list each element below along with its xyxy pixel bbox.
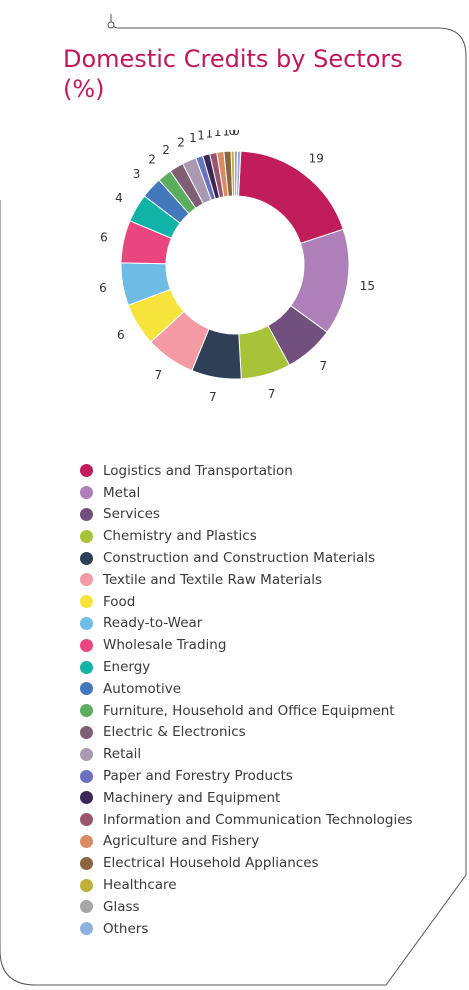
legend-item: Automotive: [80, 678, 413, 700]
donut-value-label-18: 1: [214, 130, 222, 139]
legend-item: Others: [80, 918, 413, 940]
legend-item: Services: [80, 504, 413, 526]
legend-item: Paper and Forestry Products: [80, 765, 413, 787]
chart-title-unit: (%): [63, 75, 105, 103]
legend-swatch: [80, 900, 93, 914]
donut-value-label-2: 15: [360, 279, 375, 293]
donut-value-label-6: 7: [155, 368, 163, 382]
donut-value-label-9: 6: [100, 230, 108, 244]
donut-value-label-1: 19: [309, 151, 324, 165]
legend-swatch: [80, 486, 93, 500]
legend-label: Agriculture and Fishery: [103, 833, 260, 850]
legend-swatch: [80, 922, 93, 936]
legend-label: Energy: [103, 659, 151, 676]
legend-label: Glass: [103, 898, 140, 915]
donut-value-label-10: 4: [115, 191, 123, 205]
legend-swatch: [80, 725, 93, 739]
legend-item: Electric & Electronics: [80, 722, 413, 744]
donut-value-label-12: 2: [148, 153, 156, 167]
legend-label: Electric & Electronics: [103, 724, 246, 741]
legend-swatch: [80, 747, 93, 761]
legend-label: Others: [103, 920, 149, 937]
chart-legend: Logistics and Transportation Metal Service…: [80, 460, 413, 940]
legend-label: Furniture, Household and Office Equipmen…: [103, 702, 395, 719]
legend-swatch: [80, 834, 93, 848]
legend-label: Automotive: [103, 680, 182, 697]
donut-value-label-7: 6: [117, 328, 125, 342]
legend-label: Retail: [103, 746, 142, 763]
chart-title: Domestic Credits by Sectors (%): [63, 44, 403, 104]
legend-label: Paper and Forestry Products: [103, 768, 293, 785]
legend-swatch: [80, 529, 93, 543]
donut-value-label-21: 0: [232, 130, 240, 138]
legend-swatch: [80, 616, 93, 630]
legend-item: Food: [80, 591, 413, 613]
donut-value-label-4: 7: [268, 387, 276, 401]
legend-swatch: [80, 638, 93, 652]
legend-label: Wholesale Trading: [103, 637, 227, 654]
legend-label: Textile and Textile Raw Materials: [103, 571, 323, 588]
legend-swatch: [80, 507, 93, 521]
donut-slice-22: [236, 150, 242, 197]
legend-swatch: [80, 551, 93, 565]
legend-item: Wholesale Trading: [80, 634, 413, 656]
donut-value-label-13: 2: [162, 143, 170, 157]
legend-item: Ready-to-Wear: [80, 613, 413, 635]
legend-label: Information and Communication Technologi…: [103, 811, 413, 828]
donut-value-label-3: 7: [319, 359, 327, 373]
legend-item: Textile and Textile Raw Materials: [80, 569, 413, 591]
legend-label: Metal: [103, 484, 141, 501]
legend-label: Chemistry and Plastics: [103, 528, 257, 545]
legend-item: Retail: [80, 743, 413, 765]
legend-item: Machinery and Equipment: [80, 787, 413, 809]
legend-label: Machinery and Equipment: [103, 789, 281, 806]
chart-title-main: Domestic Credits by Sectors: [63, 45, 403, 73]
donut-value-label-8: 6: [100, 281, 107, 295]
legend-label: Electrical Household Appliances: [103, 855, 319, 872]
legend-swatch: [80, 464, 93, 478]
legend-swatch: [80, 573, 93, 587]
donut-value-label-5: 7: [209, 390, 217, 404]
legend-swatch: [80, 660, 93, 674]
legend-swatch: [80, 595, 93, 609]
legend-item: Logistics and Transportation: [80, 460, 413, 482]
legend-swatch: [80, 769, 93, 783]
legend-label: Construction and Construction Materials: [103, 550, 376, 567]
donut-value-label-19: 1: [222, 130, 230, 138]
donut-value-label-11: 3: [133, 167, 141, 181]
legend-item: Healthcare: [80, 874, 413, 896]
legend-label: Logistics and Transportation: [103, 462, 293, 479]
legend-label: Services: [103, 506, 160, 523]
legend-swatch: [80, 704, 93, 718]
donut-value-label-17: 1: [206, 130, 214, 140]
legend-item: Energy: [80, 656, 413, 678]
donut-slice-1: [237, 150, 344, 245]
legend-item: Chemistry and Plastics: [80, 525, 413, 547]
legend-swatch: [80, 791, 93, 805]
legend-item: Metal: [80, 482, 413, 504]
legend-label: Ready-to-Wear: [103, 615, 203, 632]
legend-item: Construction and Construction Materials: [80, 547, 413, 569]
legend-item: Glass: [80, 896, 413, 918]
donut-value-label-16: 1: [197, 130, 205, 142]
legend-label: Healthcare: [103, 877, 177, 894]
legend-swatch: [80, 878, 93, 892]
legend-swatch: [80, 856, 93, 870]
legend-item: Information and Communication Technologi…: [80, 809, 413, 831]
legend-label: Food: [103, 593, 136, 610]
legend-swatch: [80, 682, 93, 696]
donut-value-label-15: 1: [189, 131, 197, 145]
legend-item: Agriculture and Fishery: [80, 831, 413, 853]
donut-value-label-20: 0: [228, 130, 236, 138]
legend-swatch: [80, 813, 93, 827]
legend-item: Electrical Household Appliances: [80, 852, 413, 874]
legend-item: Furniture, Household and Office Equipmen…: [80, 700, 413, 722]
donut-value-label-14: 2: [177, 135, 185, 149]
